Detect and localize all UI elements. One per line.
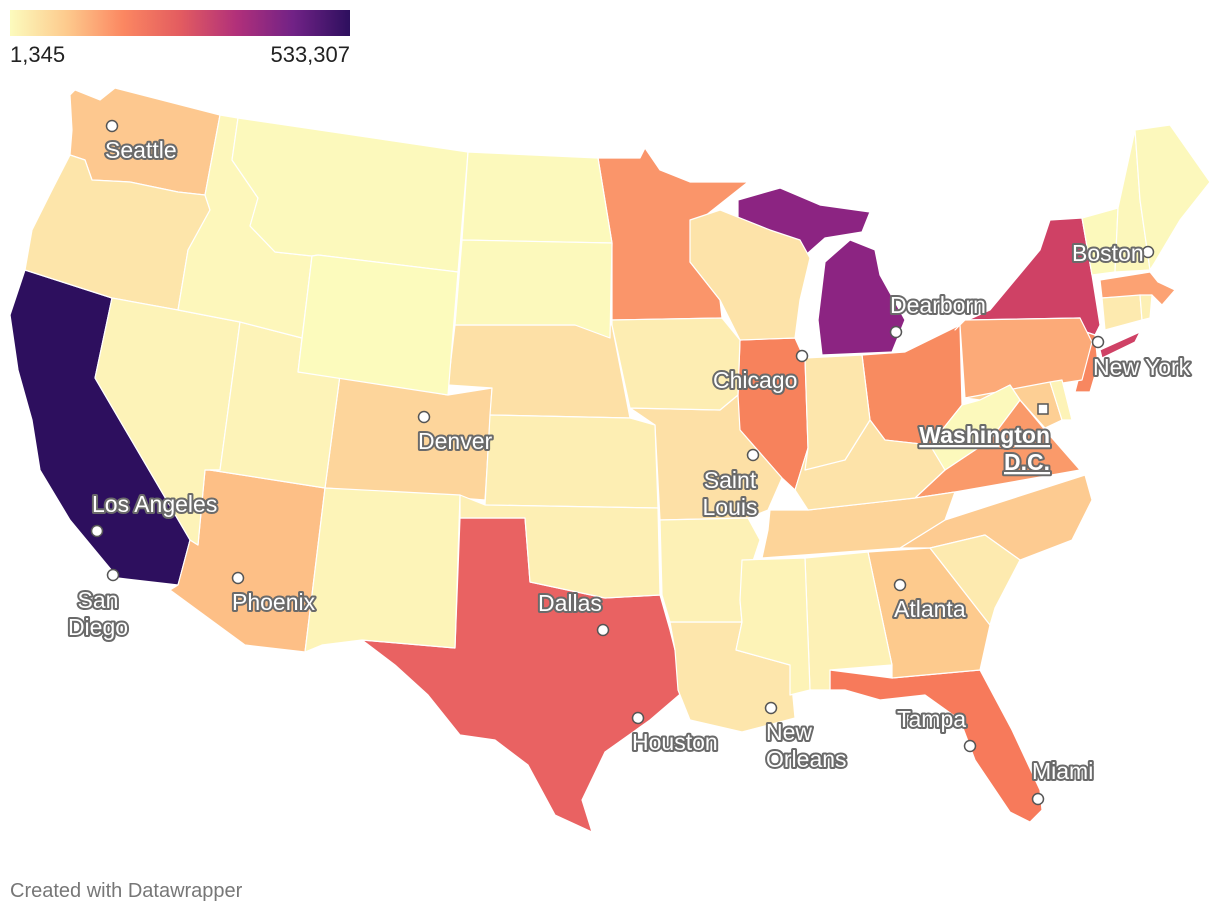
legend-min-label: 1,345	[10, 42, 66, 67]
city-marker-new-orleans	[764, 701, 778, 715]
city-boston: Boston	[1070, 238, 1155, 268]
city-label-boston: Boston	[1072, 240, 1144, 266]
city-dallas: Dallas	[536, 588, 610, 637]
legend-max-label: 533,307	[270, 42, 350, 67]
city-chicago: Chicago	[711, 349, 809, 395]
city-label-saint-louis: Saint Louis	[703, 467, 758, 520]
city-label-chicago: Chicago	[713, 367, 797, 393]
city-atlanta: Atlanta	[892, 578, 968, 624]
city-label-tampa: Tampa	[897, 706, 966, 732]
city-label-san-diego: San Diego	[68, 587, 128, 640]
city-marker-atlanta	[893, 578, 907, 592]
state-south-dakota[interactable]	[454, 239, 613, 339]
city-denver: Denver	[416, 410, 494, 456]
city-san-diego: San Diego	[66, 568, 130, 642]
city-marker-chicago	[795, 349, 809, 363]
city-los-angeles: Los Angeles	[90, 489, 219, 538]
state-iowa[interactable]	[611, 317, 741, 411]
state-north-dakota[interactable]	[461, 151, 613, 244]
state-florida[interactable]	[829, 669, 1043, 823]
city-marker-miami	[1031, 792, 1045, 806]
city-label-miami: Miami	[1032, 758, 1093, 784]
city-label-seattle: Seattle	[105, 137, 177, 163]
credit-text: Created with Datawrapper	[10, 880, 243, 902]
state-west-virginia[interactable]	[929, 384, 1021, 471]
legend-color-bar	[10, 10, 350, 36]
state-wyoming[interactable]	[297, 254, 459, 396]
state-montana[interactable]	[231, 117, 469, 273]
city-marker-washington-d-c	[1037, 403, 1049, 415]
city-marker-houston	[631, 711, 645, 725]
city-new-orleans: New Orleans	[764, 701, 849, 774]
state-wisconsin[interactable]	[689, 209, 811, 341]
city-label-new-orleans: New Orleans	[766, 719, 847, 772]
state-indiana[interactable]	[804, 354, 871, 471]
city-label-atlanta: Atlanta	[894, 596, 966, 622]
city-label-denver: Denver	[418, 428, 492, 454]
city-seattle: Seattle	[103, 119, 179, 165]
state-oklahoma[interactable]	[459, 494, 661, 599]
city-marker-saint-louis	[746, 448, 760, 462]
city-saint-louis: Saint Louis	[701, 448, 760, 522]
state-connecticut[interactable]	[1101, 294, 1143, 331]
city-marker-seattle	[105, 119, 119, 133]
city-label-new-york: New York	[1093, 354, 1191, 380]
city-tampa: Tampa	[895, 704, 977, 753]
city-washington-d-c: Washington D.C.	[917, 403, 1052, 477]
city-new-york: New York	[1091, 335, 1193, 382]
city-label-houston: Houston	[632, 729, 718, 755]
city-marker-san-diego	[106, 568, 120, 582]
state-rhode-island[interactable]	[1139, 294, 1153, 321]
city-marker-los-angeles	[90, 524, 104, 538]
city-label-dallas: Dallas	[538, 590, 602, 616]
city-houston: Houston	[630, 711, 720, 757]
state-kansas[interactable]	[484, 414, 659, 509]
state-maine[interactable]	[1134, 124, 1211, 271]
states-layer	[9, 87, 1211, 833]
state-delaware[interactable]	[1049, 379, 1073, 421]
city-marker-dallas	[596, 623, 610, 637]
state-south-carolina[interactable]	[929, 534, 1021, 626]
state-pennsylvania[interactable]	[954, 317, 1093, 399]
city-phoenix: Phoenix	[230, 571, 318, 617]
city-marker-denver	[417, 410, 431, 424]
city-dearborn: Dearborn	[888, 290, 988, 339]
city-marker-phoenix	[231, 571, 245, 585]
city-marker-boston	[1141, 245, 1155, 259]
state-mississippi[interactable]	[735, 557, 811, 696]
state-new-mexico[interactable]	[304, 487, 461, 653]
city-label-los-angeles: Los Angeles	[92, 491, 217, 517]
city-marker-dearborn	[889, 325, 903, 339]
cities-layer: Seattle Los Angeles San Diego Phoenix Denver D…	[66, 119, 1193, 806]
city-label-phoenix: Phoenix	[232, 589, 316, 615]
city-marker-new-york	[1091, 335, 1105, 349]
city-label-washington-d-c: Washington D.C.	[919, 422, 1050, 475]
city-label-dearborn: Dearborn	[890, 292, 986, 318]
city-miami: Miami	[1030, 756, 1095, 806]
city-marker-tampa	[963, 739, 977, 753]
